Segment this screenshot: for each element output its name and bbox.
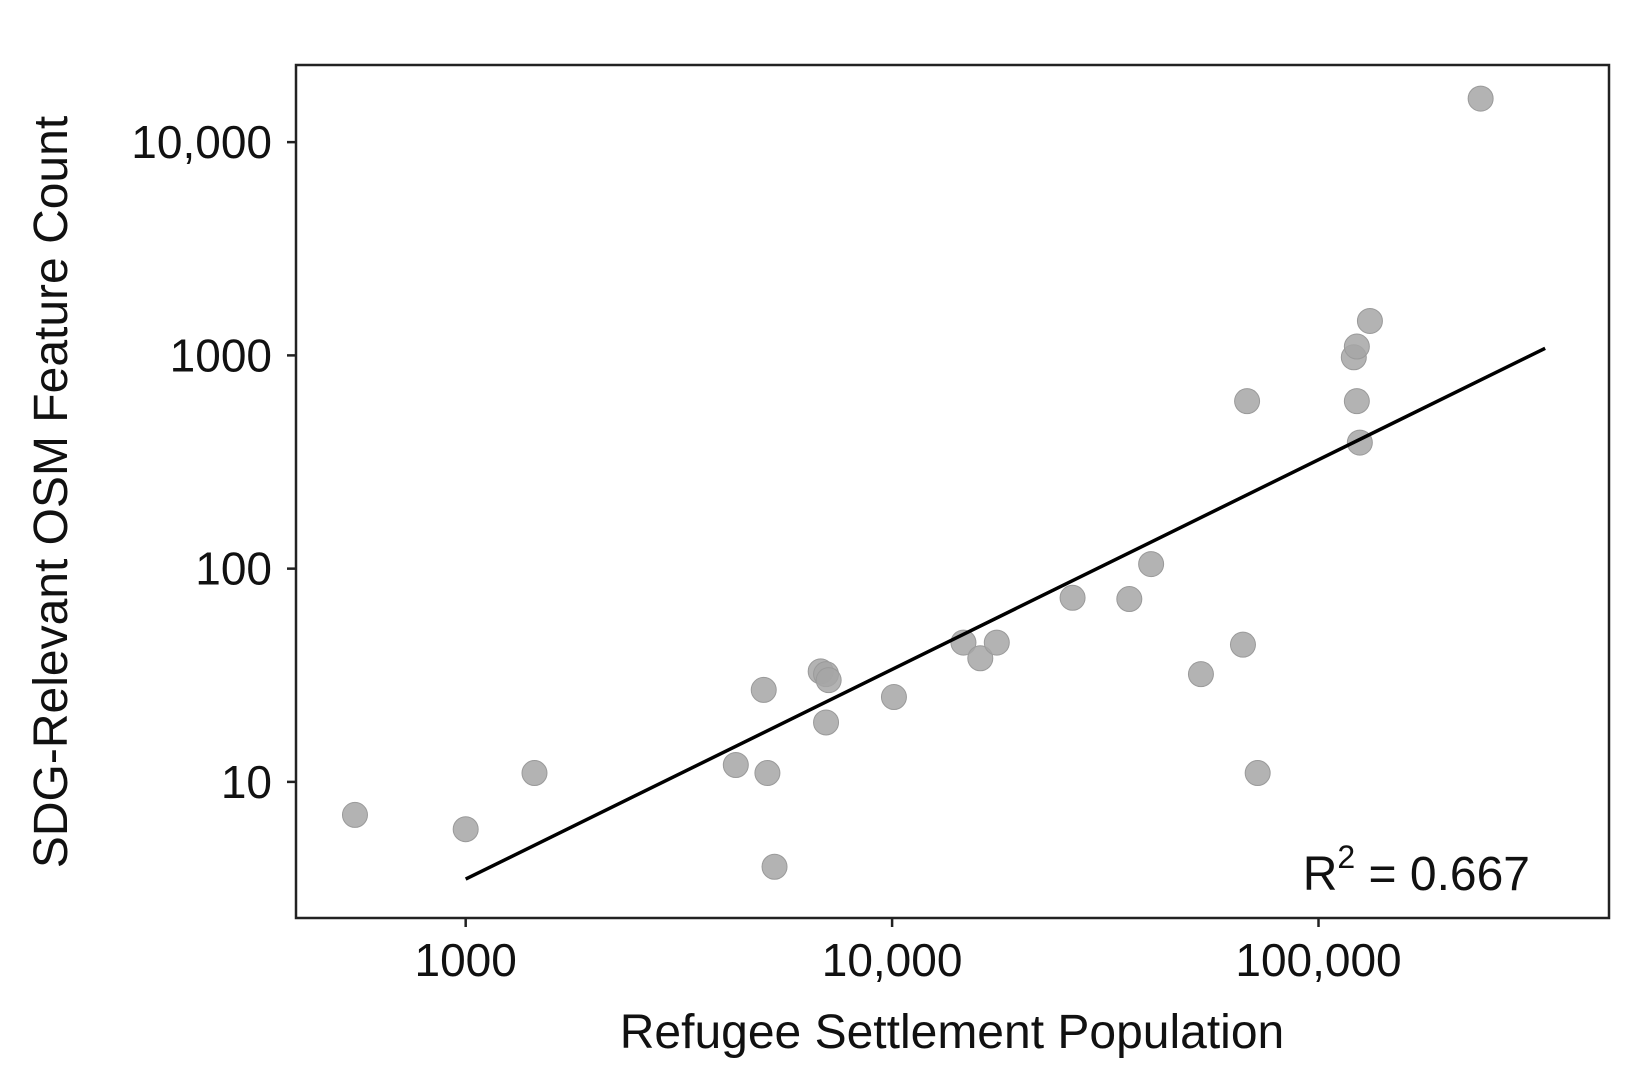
- r-squared-value: = 0.667: [1355, 848, 1530, 901]
- data-point: [761, 853, 788, 880]
- data-point: [1244, 760, 1271, 787]
- data-point: [1138, 551, 1165, 578]
- data-point: [1059, 584, 1086, 611]
- r-squared-annotation: R2 = 0.667: [1303, 839, 1530, 901]
- data-point: [1467, 85, 1494, 112]
- data-point: [1234, 388, 1261, 415]
- data-point: [1343, 333, 1370, 360]
- x-tick-label: 10,000: [822, 934, 963, 986]
- data-point: [1187, 661, 1214, 688]
- r-squared-base: R: [1303, 848, 1338, 901]
- data-point: [967, 645, 994, 672]
- y-tick-label: 1000: [170, 329, 272, 381]
- x-axis: 1000 10,000 100,000: [415, 918, 1402, 986]
- x-tick-label: 1000: [415, 934, 517, 986]
- data-point: [983, 629, 1010, 656]
- data-point: [754, 760, 781, 787]
- y-axis: 10 100 1000 10,000: [131, 116, 296, 808]
- regression-line: [464, 346, 1546, 881]
- plot-frame: [294, 63, 1611, 920]
- y-tick-label: 10,000: [131, 116, 272, 168]
- data-point: [880, 684, 907, 711]
- x-axis-title: Refugee Settlement Population: [620, 1006, 1284, 1059]
- data-points: [341, 85, 1494, 880]
- data-point: [722, 752, 749, 779]
- data-point: [341, 801, 368, 828]
- y-axis-title: SDG-Relevant OSM Feature Count: [25, 116, 78, 868]
- data-point: [521, 760, 548, 787]
- r-squared-superscript: 2: [1337, 839, 1355, 875]
- data-point: [815, 667, 842, 694]
- y-tick-label: 10: [221, 756, 272, 808]
- data-point: [1116, 586, 1143, 613]
- data-point: [1356, 307, 1383, 334]
- data-point: [750, 676, 777, 703]
- data-point: [1343, 388, 1370, 415]
- y-tick-label: 100: [195, 543, 272, 595]
- data-point: [813, 709, 840, 736]
- data-point: [1229, 631, 1256, 658]
- data-point: [452, 816, 479, 843]
- x-tick-label: 100,000: [1235, 934, 1401, 986]
